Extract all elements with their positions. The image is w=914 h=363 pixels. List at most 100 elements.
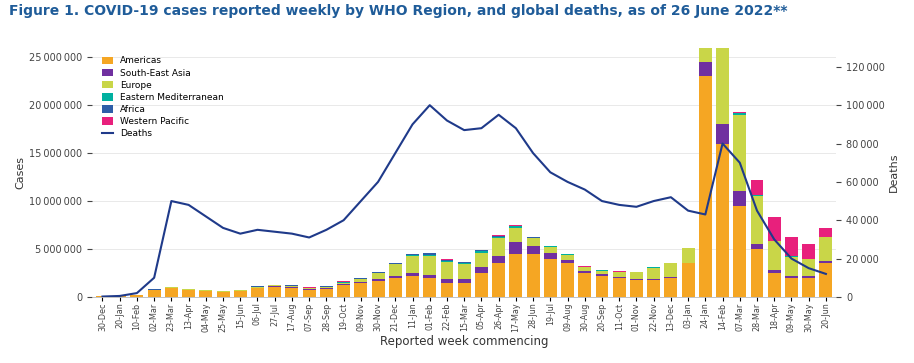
Deaths [803, 266, 814, 270]
Bar [733, 206, 746, 297]
Bar [199, 290, 212, 291]
Deaths [562, 180, 573, 184]
Deaths [700, 212, 711, 217]
Y-axis label: Deaths: Deaths [889, 152, 899, 192]
Bar [526, 238, 539, 246]
Bar [269, 286, 282, 287]
Deaths [132, 291, 143, 295]
Bar [388, 276, 402, 278]
Bar [423, 256, 436, 275]
Bar [664, 263, 677, 277]
Bar [561, 264, 574, 297]
Bar [285, 286, 298, 287]
Bar [647, 279, 660, 280]
Bar [509, 228, 522, 242]
Bar [509, 254, 522, 297]
Bar [492, 238, 505, 256]
Deaths [321, 228, 332, 232]
Bar [509, 227, 522, 228]
Bar [285, 288, 298, 297]
Bar [320, 286, 333, 287]
Bar [372, 281, 385, 297]
Bar [234, 291, 247, 297]
Bar [269, 285, 282, 286]
Deaths [356, 199, 367, 203]
Bar [458, 279, 471, 282]
Bar [199, 291, 212, 297]
Bar [716, 28, 729, 29]
Bar [612, 277, 626, 278]
Deaths [149, 276, 160, 280]
Bar [630, 280, 643, 297]
Deaths [527, 151, 538, 155]
Bar [733, 115, 746, 191]
Deaths [769, 237, 780, 241]
Legend: Americas, South-East Asia, Europe, Eastern Mediterranean, Africa, Western Pacifi: Americas, South-East Asia, Europe, Easte… [101, 55, 226, 140]
Bar [475, 250, 488, 251]
Bar [526, 237, 539, 238]
Bar [544, 247, 557, 253]
Bar [785, 256, 798, 257]
Bar [217, 291, 229, 292]
Bar [699, 62, 712, 77]
Bar [303, 289, 315, 290]
Deaths [252, 228, 263, 232]
Bar [750, 196, 763, 244]
Bar [561, 254, 574, 255]
Bar [785, 278, 798, 297]
Deaths [665, 195, 676, 199]
Bar [492, 236, 505, 237]
Deaths [751, 208, 762, 213]
Bar [526, 254, 539, 297]
Bar [148, 290, 161, 297]
Bar [441, 261, 453, 262]
Bar [750, 249, 763, 297]
Bar [526, 246, 539, 254]
Deaths [441, 118, 452, 123]
Deaths [545, 170, 556, 175]
Bar [475, 251, 488, 253]
Bar [303, 290, 315, 297]
Bar [750, 195, 763, 196]
Bar [768, 217, 781, 241]
Bar [458, 262, 471, 263]
Bar [682, 248, 695, 263]
Bar [355, 280, 367, 282]
Deaths [235, 232, 246, 236]
Bar [285, 287, 298, 288]
Bar [423, 255, 436, 256]
Deaths [97, 294, 108, 299]
Bar [406, 276, 419, 297]
Bar [820, 237, 833, 261]
Bar [596, 274, 609, 276]
Bar [630, 272, 643, 279]
Bar [682, 264, 695, 297]
Bar [423, 253, 436, 255]
Deaths [734, 160, 745, 165]
Bar [768, 241, 781, 270]
Deaths [303, 235, 314, 240]
Bar [251, 287, 264, 288]
Deaths [786, 256, 797, 261]
Bar [612, 272, 626, 277]
Bar [337, 282, 350, 285]
Bar [820, 228, 833, 237]
Bar [682, 263, 695, 264]
Bar [458, 263, 471, 264]
Bar [355, 282, 367, 284]
Bar [750, 244, 763, 249]
Bar [820, 264, 833, 297]
Deaths [183, 203, 194, 207]
Deaths [373, 180, 384, 184]
Bar [269, 287, 282, 297]
Bar [475, 253, 488, 267]
Bar [458, 282, 471, 297]
Deaths [597, 199, 608, 203]
Bar [647, 268, 660, 279]
Bar [388, 278, 402, 297]
Bar [802, 276, 815, 278]
Deaths [648, 199, 659, 203]
Bar [475, 267, 488, 273]
Bar [768, 273, 781, 297]
Deaths [114, 294, 125, 298]
